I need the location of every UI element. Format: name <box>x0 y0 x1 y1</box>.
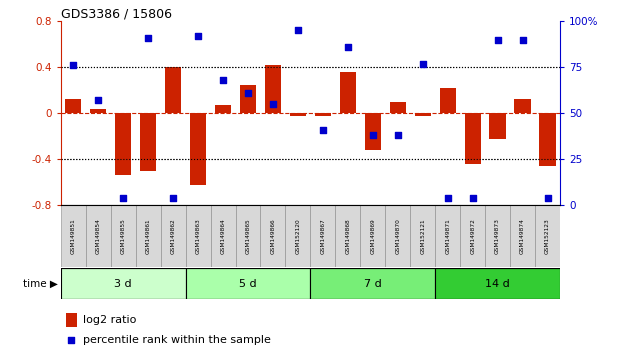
Text: GSM152120: GSM152120 <box>296 218 300 254</box>
Bar <box>186 205 211 267</box>
Text: GDS3386 / 15806: GDS3386 / 15806 <box>61 7 172 20</box>
Point <box>68 63 78 68</box>
Point <box>93 98 104 103</box>
Text: 5 d: 5 d <box>239 279 257 289</box>
Bar <box>136 205 161 267</box>
Text: GSM149872: GSM149872 <box>470 218 475 254</box>
Bar <box>290 113 306 115</box>
Text: GSM149862: GSM149862 <box>171 218 175 254</box>
Text: time ▶: time ▶ <box>23 279 58 289</box>
Text: GSM149866: GSM149866 <box>271 218 275 254</box>
Bar <box>265 65 281 113</box>
Text: log2 ratio: log2 ratio <box>83 315 136 325</box>
Bar <box>310 205 335 267</box>
Text: GSM149851: GSM149851 <box>71 218 76 254</box>
Bar <box>310 268 435 299</box>
Point <box>66 337 76 343</box>
Bar <box>211 205 236 267</box>
Point <box>118 195 128 201</box>
Text: GSM149865: GSM149865 <box>246 218 250 254</box>
Bar <box>236 205 260 267</box>
Point <box>393 132 403 138</box>
Point <box>143 35 154 41</box>
Bar <box>186 268 310 299</box>
Text: GSM149861: GSM149861 <box>146 218 150 254</box>
Text: GSM152123: GSM152123 <box>545 218 550 254</box>
Bar <box>190 113 206 185</box>
Point <box>518 37 528 42</box>
Text: percentile rank within the sample: percentile rank within the sample <box>83 335 271 346</box>
Bar <box>365 113 381 150</box>
Bar <box>385 205 410 267</box>
Bar <box>115 113 131 175</box>
Bar <box>285 205 310 267</box>
Point <box>193 33 204 39</box>
Bar <box>515 99 531 113</box>
Bar <box>61 205 86 267</box>
Point <box>243 90 253 96</box>
Text: GSM149870: GSM149870 <box>396 218 400 254</box>
Bar <box>390 102 406 113</box>
Bar <box>535 205 560 267</box>
Text: GSM152121: GSM152121 <box>420 218 425 254</box>
Bar <box>61 268 186 299</box>
Bar <box>460 205 485 267</box>
Bar <box>315 113 331 115</box>
Text: GSM149864: GSM149864 <box>221 218 225 254</box>
Bar <box>66 313 77 326</box>
Bar <box>485 205 510 267</box>
Bar <box>140 113 156 171</box>
Bar <box>540 113 556 166</box>
Text: GSM149874: GSM149874 <box>520 218 525 254</box>
Text: 7 d: 7 d <box>364 279 381 289</box>
Bar <box>410 205 435 267</box>
Text: GSM149873: GSM149873 <box>495 218 500 254</box>
Bar <box>335 205 360 267</box>
Bar <box>510 205 535 267</box>
Point <box>168 195 178 201</box>
Point <box>543 195 553 201</box>
Point <box>268 101 278 107</box>
Point <box>443 195 453 201</box>
Bar <box>260 205 285 267</box>
Text: GSM149855: GSM149855 <box>121 218 125 254</box>
Point <box>493 37 503 42</box>
Point <box>418 61 428 67</box>
Text: 3 d: 3 d <box>115 279 132 289</box>
Point <box>218 77 228 83</box>
Bar <box>86 205 111 267</box>
Text: GSM149869: GSM149869 <box>371 218 375 254</box>
Text: GSM149863: GSM149863 <box>196 218 200 254</box>
Bar <box>435 205 460 267</box>
Point <box>467 195 477 201</box>
Point <box>318 127 328 133</box>
Bar <box>440 88 456 113</box>
Bar <box>90 109 106 113</box>
Bar <box>161 205 186 267</box>
Text: GSM149867: GSM149867 <box>321 218 325 254</box>
Bar <box>415 113 431 115</box>
Bar <box>490 113 506 139</box>
Bar <box>435 268 560 299</box>
Point <box>293 28 303 33</box>
Text: GSM149871: GSM149871 <box>445 218 450 254</box>
Bar <box>215 105 231 113</box>
Bar <box>65 99 81 113</box>
Bar <box>360 205 385 267</box>
Point <box>343 44 353 50</box>
Text: GSM149868: GSM149868 <box>346 218 350 254</box>
Bar <box>111 205 136 267</box>
Bar <box>165 67 181 113</box>
Point <box>367 132 378 138</box>
Text: 14 d: 14 d <box>485 279 510 289</box>
Bar <box>240 85 256 113</box>
Bar <box>340 72 356 113</box>
Text: GSM149854: GSM149854 <box>96 218 100 254</box>
Bar <box>465 113 481 164</box>
